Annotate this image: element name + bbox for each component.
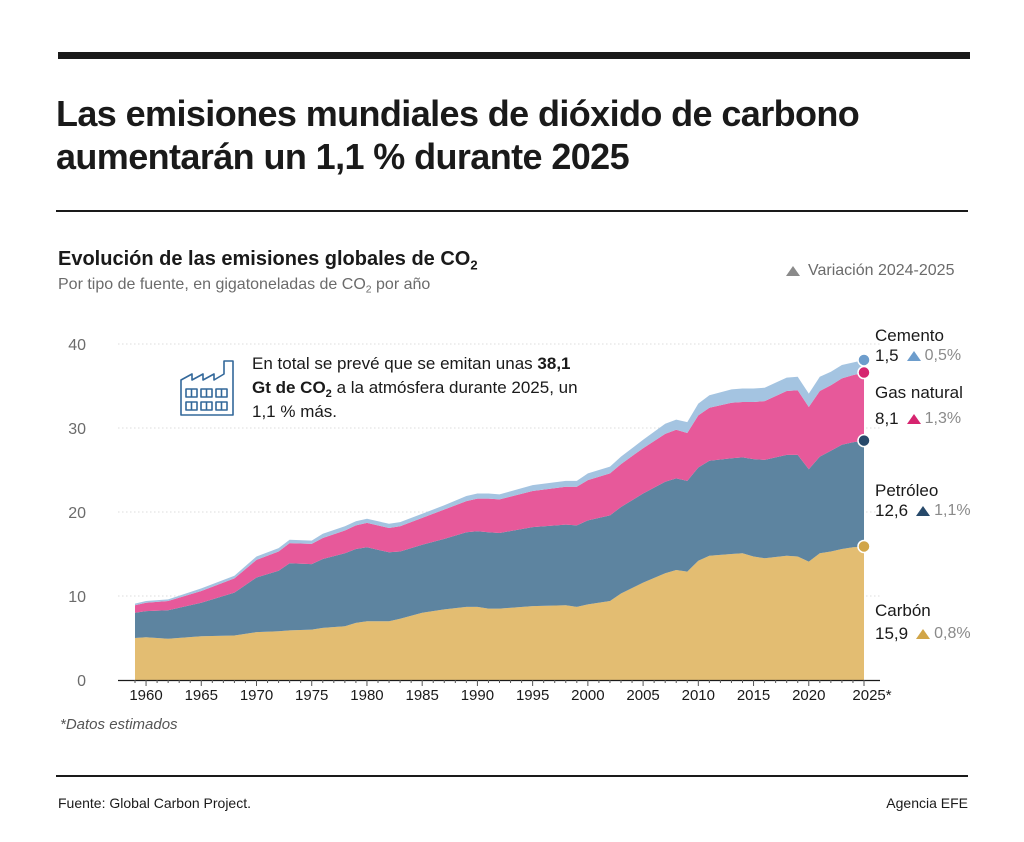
total-annotation: En total se prevé que se emitan unas 38,… bbox=[252, 354, 578, 421]
y-tick-label: 20 bbox=[68, 505, 86, 522]
x-tick-label: 2005 bbox=[626, 687, 659, 704]
area-cemento bbox=[135, 360, 864, 606]
area-petróleo bbox=[135, 440, 864, 639]
stacked-areas bbox=[135, 360, 864, 680]
x-tick-label: 1990 bbox=[461, 687, 494, 704]
factory-icon bbox=[180, 360, 234, 416]
x-axis: 1960 1965 1970 1975 1980 1985 1990 1995 2000 2005… bbox=[118, 679, 892, 704]
end-markers bbox=[857, 353, 871, 554]
end-dot-cemento bbox=[857, 353, 871, 367]
label-cemento: Cemento bbox=[875, 326, 944, 345]
footnote: *Datos estimados bbox=[60, 716, 178, 733]
chart-title: Evolución de las emisiones globales de C… bbox=[58, 248, 478, 273]
change-percent: 1,1% bbox=[934, 502, 971, 519]
up-triangle-icon bbox=[916, 506, 931, 516]
area-gas-natural bbox=[135, 372, 864, 613]
end-dot-gas-natural bbox=[857, 365, 871, 380]
y-tick-label: 40 bbox=[68, 337, 86, 354]
x-tick-label: 1975 bbox=[295, 687, 328, 704]
change-percent: 0,8% bbox=[934, 625, 971, 642]
top-rule bbox=[58, 52, 970, 59]
value-cemento: 1,5 0,5% bbox=[875, 346, 961, 366]
value-gas-natural: 8,1 1,3% bbox=[875, 409, 961, 429]
header-divider bbox=[56, 210, 968, 212]
source: Fuente: Global Carbon Project. bbox=[58, 795, 251, 811]
footer-divider bbox=[56, 775, 968, 777]
value-number: 1,5 bbox=[875, 346, 899, 365]
headline: Las emisiones mundiales de dióxido de ca… bbox=[56, 93, 860, 177]
x-tick-label: 2010 bbox=[682, 687, 715, 704]
legend: Variación 2024-2025 bbox=[786, 262, 954, 280]
area-carbón bbox=[135, 546, 864, 680]
x-tick-label: 2025* bbox=[852, 687, 891, 704]
end-dot-carbón bbox=[857, 539, 871, 554]
agency: Agencia EFE bbox=[886, 795, 968, 811]
y-tick-label: 0 bbox=[77, 673, 86, 690]
y-tick-label: 30 bbox=[68, 421, 86, 438]
value-number: 15,9 bbox=[875, 624, 909, 643]
label-gas-natural: Gas natural bbox=[875, 383, 963, 402]
x-tick-label: 2020 bbox=[792, 687, 825, 704]
x-tick-label: 1985 bbox=[405, 687, 438, 704]
end-dot-petróleo bbox=[857, 433, 871, 448]
legend-triangle-icon bbox=[786, 266, 800, 276]
value-carbon: 15,9 0,8% bbox=[875, 624, 971, 644]
label-petroleo: Petróleo bbox=[875, 481, 939, 500]
up-triangle-icon bbox=[906, 414, 921, 424]
change-percent: 1,3% bbox=[924, 410, 962, 427]
y-tick-label: 10 bbox=[68, 589, 86, 606]
x-tick-label: 1995 bbox=[516, 687, 549, 704]
x-tick-label: 1960 bbox=[129, 687, 162, 704]
x-tick-label: 2000 bbox=[571, 687, 604, 704]
x-tick-label: 1980 bbox=[350, 687, 383, 704]
legend-label: Variación 2024-2025 bbox=[808, 262, 955, 279]
value-number: 12,6 bbox=[875, 501, 909, 520]
x-tick-label: 2015 bbox=[737, 687, 770, 704]
x-tick-label: 1970 bbox=[240, 687, 273, 704]
up-triangle-icon bbox=[906, 351, 921, 361]
up-triangle-icon bbox=[916, 629, 931, 639]
y-axis-ticks: 0 10 20 30 40 bbox=[68, 337, 86, 690]
change-percent: 0,5% bbox=[924, 347, 962, 364]
value-petroleo: 12,6 1,1% bbox=[875, 501, 971, 521]
chart-subtitle: Por tipo de fuente, en gigatoneladas de … bbox=[58, 276, 431, 296]
x-tick-label: 1965 bbox=[185, 687, 218, 704]
label-carbon: Carbón bbox=[875, 601, 931, 620]
value-number: 8,1 bbox=[875, 409, 899, 428]
